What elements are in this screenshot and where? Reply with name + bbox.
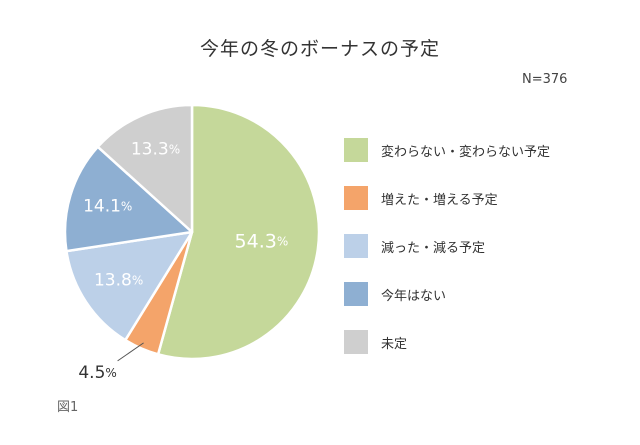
- legend-swatch-decreased: [344, 234, 368, 258]
- legend-label-increased: 増えた・増える予定: [381, 192, 498, 208]
- sample-size-label: N=376: [522, 72, 568, 87]
- legend-item-increased: 増えた・増える予定: [344, 186, 624, 210]
- legend-item-undecided: 未定: [344, 330, 624, 354]
- legend-swatch-none: [344, 282, 368, 306]
- chart-title: 今年の冬のボーナスの予定: [199, 38, 440, 60]
- legend-item-unchanged: 変わらない・変わらない予定: [344, 138, 624, 162]
- legend-label-decreased: 減った・減る予定: [381, 240, 486, 256]
- legend-swatch-increased: [344, 186, 368, 210]
- slice-label-unchanged: 54.3%: [235, 230, 289, 252]
- pie-slice-unchanged: [156, 103, 321, 361]
- legend-item-none: 今年はない: [344, 282, 624, 306]
- leader-line-increased: [117, 342, 144, 362]
- legend-label-none: 今年はない: [381, 288, 447, 304]
- legend-label-undecided: 未定: [381, 336, 408, 352]
- slice-label-increased: 4.5%: [78, 363, 116, 383]
- legend-item-decreased: 減った・減る予定: [344, 234, 624, 258]
- legend-swatch-unchanged: [344, 138, 368, 162]
- pie-slice-decreased: [65, 230, 194, 342]
- legend-label-unchanged: 変わらない・変わらない予定: [381, 144, 551, 160]
- pie-slice-none: [63, 145, 194, 253]
- slice-label-undecided: 13.3%: [131, 140, 180, 160]
- figure-label: 図1: [57, 400, 79, 415]
- slice-label-decreased: 13.8%: [94, 271, 143, 291]
- legend-swatch-undecided: [344, 330, 368, 354]
- pie-slice-undecided: [96, 103, 194, 234]
- chart-legend: 変わらない・変わらない予定 増えた・増える予定 減った・減る予定 今年はない 未…: [344, 138, 624, 378]
- slice-label-none: 14.1%: [83, 197, 132, 217]
